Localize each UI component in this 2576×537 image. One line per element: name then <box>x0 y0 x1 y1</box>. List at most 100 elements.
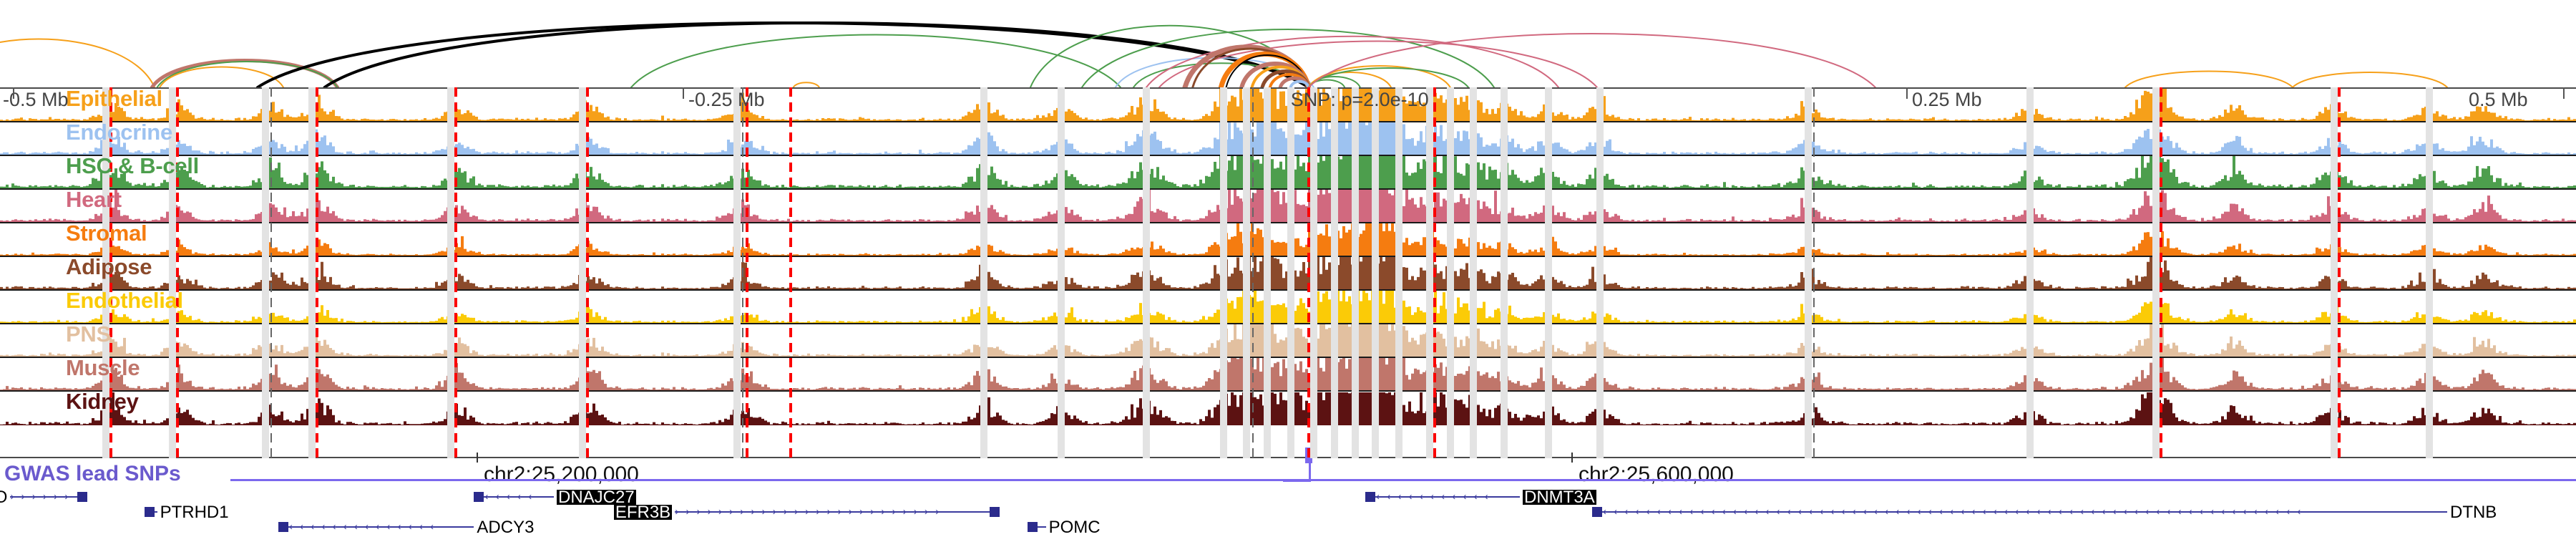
gene-model[interactable]: ‹POMC <box>1028 519 1101 536</box>
gene-name-label: PTRHD1 <box>160 503 229 522</box>
gene-strand-arrows: ‹ ‹ ‹ ‹ ‹ ‹ ‹ ‹ ‹ ‹ ‹ ‹ ‹ ‹ ‹ <box>278 521 436 533</box>
gene-model[interactable]: ‹ ‹ ‹ ‹ ‹ ‹ ‹ ‹ ‹ ‹ ‹ ‹ DNMT3A <box>1365 489 1596 506</box>
gene-name-label: EFR3B <box>613 503 673 522</box>
signal-track: Heart <box>0 190 2576 223</box>
axis-tick-mark <box>2563 87 2565 99</box>
signal-profile <box>0 190 2576 222</box>
gene-terminal-exon <box>474 492 484 502</box>
signal-track: Endocrine <box>0 122 2576 156</box>
gene-strand-arrows: ‹ ‹ ‹ ‹ ‹ ‹ ‹ ‹ ‹ ‹ ‹ ‹ ‹ ‹ ‹ ‹ ‹ ‹ ‹ ‹ … <box>1591 505 2303 518</box>
loop-arc <box>1307 67 1469 87</box>
gene-name-label: DTNB <box>2449 503 2497 522</box>
signal-track: HSC & B-cell <box>0 156 2576 190</box>
signal-profile <box>0 392 2576 425</box>
track-label-stromal: Stromal <box>66 223 147 246</box>
axis-tick-mark <box>1906 87 1908 99</box>
gwas-axis-line <box>230 479 2576 481</box>
gene-body-line <box>1591 511 2447 513</box>
loop-arc <box>1146 35 1559 87</box>
axis-tick-label: 0.5 Mb <box>2469 89 2528 110</box>
gene-terminal-exon <box>1591 507 1602 517</box>
gene-model[interactable]: › › › › › › › › › › › › › › › › › › › › … <box>613 504 1000 521</box>
track-label-heart: Heart <box>66 190 122 212</box>
track-label-adipose: Adipose <box>66 257 152 279</box>
loop-arc <box>630 34 1121 87</box>
chromatin-loop-arcs-panel <box>0 0 2576 87</box>
gene-body-line <box>675 511 1000 513</box>
coordinate-label: chr2:25,600,000 <box>1579 463 1734 486</box>
signal-profile <box>0 156 2576 188</box>
coordinate-ruler: chr2:25,200,000 chr2:25,600,000 <box>0 453 2576 488</box>
signal-profile <box>0 324 2576 357</box>
gene-model[interactable]: ‹PTRHD1 <box>144 504 229 521</box>
track-label-hsc-b-cell: HSC & B-cell <box>66 156 199 178</box>
gene-strand-arrows: ‹ ‹ ‹ ‹ ‹ ‹ <box>474 490 535 503</box>
gene-name-label: POMC <box>1048 518 1101 537</box>
gene-body-line <box>278 526 474 528</box>
gene-model[interactable]: ‹ ‹ ‹ ‹ ‹ ‹ DNAJC27 <box>474 489 636 506</box>
gene-body-line <box>10 496 88 498</box>
gene-terminal-exon <box>278 522 288 532</box>
gwas-leader-elbow <box>1282 463 1311 482</box>
coordinate-tick <box>477 453 478 463</box>
track-label-kidney: Kidney <box>66 392 139 414</box>
axis-tick-mark <box>13 87 14 99</box>
axis-tick-mark <box>683 87 684 99</box>
track-label-muscle: Muscle <box>66 358 140 380</box>
gene-name-label: ADCY3 <box>477 518 535 537</box>
gwas-lead-snps-label: GWAS lead SNPs <box>4 462 181 485</box>
gene-terminal-exon <box>1028 522 1038 532</box>
loop-arc <box>1081 29 1495 87</box>
signal-profile <box>0 358 2576 390</box>
loop-arc <box>0 38 155 87</box>
gene-body-line <box>1365 496 1520 498</box>
gene-name-label: DNAJC27 <box>556 488 636 507</box>
gene-model[interactable]: ‹ ‹ ‹ ‹ ‹ ‹ ‹ ‹ ‹ ‹ ‹ ‹ ‹ ‹ ‹ ‹ ‹ ‹ ‹ ‹ … <box>1591 504 2497 521</box>
loop-arc <box>2292 72 2448 87</box>
snp-pvalue-annotation: SNP: p=2.0e-10 <box>1290 89 1429 110</box>
loop-arc <box>156 61 338 87</box>
axis-tick-labels: -0.5 Mb -0.25 Mb 0.25 Mb 0.5 Mb SNP: p=2.0e-… <box>0 87 2576 116</box>
signal-track: Adipose <box>0 257 2576 291</box>
signal-track: Kidney <box>0 392 2576 425</box>
track-label-endocrine: Endocrine <box>66 122 172 145</box>
signal-tracks-panel: Epithelial Endocrine HSC & B-cell Heart Stro… <box>0 87 2576 458</box>
signal-track: Muscle <box>0 358 2576 392</box>
signal-track: PNS <box>0 324 2576 358</box>
gene-terminal-exon <box>77 492 88 502</box>
gene-name-label: DNMT3A <box>1523 488 1596 507</box>
signal-profile <box>0 291 2576 323</box>
loop-arc <box>1307 33 1876 87</box>
gene-model[interactable]: › › › › › ›CENPO <box>0 489 88 506</box>
loop-arc <box>1289 79 1310 87</box>
gene-body-line <box>474 496 554 498</box>
gene-model[interactable]: ‹ ‹ ‹ ‹ ‹ ‹ ‹ ‹ ‹ ‹ ‹ ‹ ‹ ‹ ‹ ADCY3 <box>278 519 534 536</box>
gwas-lead-snp-marker[interactable] <box>1304 448 1312 463</box>
gene-terminal-exon <box>1365 492 1375 502</box>
coordinate-tick <box>1571 453 1573 463</box>
gene-terminal-exon <box>989 507 1000 517</box>
signal-profile <box>0 257 2576 289</box>
track-label-endothelial: Endothelial <box>66 291 183 313</box>
signal-profile <box>0 223 2576 256</box>
gene-annotation-track: › › › › › ›CENPO ‹PTRHD1 ‹ ‹ ‹ ‹ ‹ ‹ ‹ ‹ ‹… <box>0 489 2576 537</box>
axis-tick-label: -0.25 Mb <box>688 89 765 110</box>
signal-track: Stromal <box>0 223 2576 257</box>
gene-strand-arrows: ‹ ‹ ‹ ‹ ‹ ‹ ‹ ‹ ‹ ‹ ‹ ‹ <box>1365 490 1491 503</box>
track-label-epithelial: Epithelial <box>66 89 162 111</box>
loop-arc <box>1307 65 1451 87</box>
arcs-svg <box>0 21 2448 87</box>
gene-name-label: CENPO <box>0 488 8 507</box>
track-label-pns: PNS <box>66 324 111 347</box>
signal-track: Endothelial <box>0 291 2576 324</box>
coordinate-label: chr2:25,200,000 <box>484 463 639 486</box>
loop-arc <box>323 21 1310 87</box>
gwas-lead-snps-row: GWAS lead SNPs <box>0 448 2576 490</box>
loop-arc <box>2124 70 2293 87</box>
gene-strand-arrows: › › › › › › <box>10 490 71 503</box>
axis-tick-label: 0.25 Mb <box>1912 89 1982 110</box>
gene-terminal-exon <box>144 507 155 517</box>
signal-profile <box>0 122 2576 155</box>
loop-arc <box>792 82 820 87</box>
